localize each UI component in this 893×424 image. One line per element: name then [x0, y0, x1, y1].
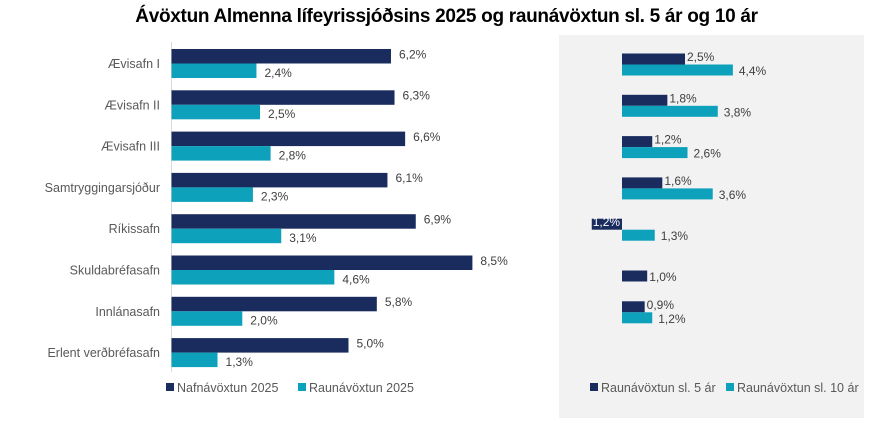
category-label-visafn-iii: Ævisafn III [101, 140, 160, 154]
bar-nafna-vo-xtun-2025-innla-nasafn [171, 296, 377, 312]
bar-rauna-vo-xtun-sl-5-a-r-innla-nasafn [622, 301, 645, 313]
legend-swatch-icon [166, 383, 174, 391]
data-label-nafna-vo-xtun-2025-visafn-ii: 6,3% [403, 89, 431, 103]
data-label-rauna-vo-xtun-2025-ri-kissafn: 3,1% [289, 231, 317, 245]
data-label-rauna-vo-xtun-2025-visafn-iii: 2,8% [279, 148, 307, 162]
right-bars: 2,5% 1,8% 1,2% 1,6% 1,2% 1,0% 0,9% 4,4% 3,8% 2,6%… [591, 50, 767, 326]
bar-nafna-vo-xtun-2025-ri-kissafn [171, 214, 416, 229]
data-label-rauna-vo-xtun-sl-10-a-r-innla-nasafn: 1,2% [658, 312, 686, 326]
data-label-rauna-vo-xtun-2025-visafn-i: 2,4% [264, 66, 292, 80]
data-label-rauna-vo-xtun-sl-5-a-r-skuldabre-fasafn: 1,0% [649, 270, 677, 284]
bar-rauna-vo-xtun-2025-visafn-iii [171, 146, 271, 161]
legends: Nafnávöxtun 2025 Raunávöxtun 2025 Raunávöx… [166, 381, 859, 395]
legend-item-rauna-vo-xtun-2025: Raunávöxtun 2025 [298, 381, 414, 395]
chart-title: Ávöxtun Almenna lífeyrissjóðsins 2025 og… [135, 6, 758, 27]
bar-rauna-vo-xtun-2025-erlent-ver-bre-fasafn [171, 352, 218, 368]
data-label-nafna-vo-xtun-2025-samtryggingarsjo-ur: 6,1% [395, 171, 423, 185]
bar-rauna-vo-xtun-2025-visafn-i [171, 63, 257, 78]
category-label-visafn-ii: Ævisafn II [104, 98, 160, 112]
category-label-innla-nasafn: Innlánasafn [95, 305, 160, 319]
category-label-ri-kissafn: Ríkissafn [109, 222, 160, 236]
data-label-rauna-vo-xtun-sl-5-a-r-samtryggingarsjo-ur: 1,6% [664, 174, 692, 188]
bar-rauna-vo-xtun-sl-10-a-r-innla-nasafn [622, 312, 653, 324]
data-label-rauna-vo-xtun-sl-10-a-r-visafn-ii: 3,8% [724, 105, 752, 119]
bar-rauna-vo-xtun-sl-5-a-r-skuldabre-fasafn [622, 270, 648, 282]
bar-rauna-vo-xtun-2025-innla-nasafn [171, 311, 243, 326]
data-label-nafna-vo-xtun-2025-skuldabre-fasafn: 8,5% [480, 254, 508, 268]
data-label-rauna-vo-xtun-sl-10-a-r-ri-kissafn: 1,3% [661, 229, 689, 243]
category-label-skuldabre-fasafn: Skuldabréfasafn [70, 264, 160, 278]
data-label-rauna-vo-xtun-sl-10-a-r-visafn-i: 4,4% [739, 64, 767, 78]
bar-rauna-vo-xtun-sl-10-a-r-visafn-iii [622, 147, 688, 159]
legend-label: Nafnávöxtun 2025 [177, 381, 279, 395]
legend-label: Raunávöxtun sl. 10 ár [737, 381, 859, 395]
category-label-erlent-ver-bre-fasafn: Erlent verðbréfasafn [47, 346, 160, 360]
data-label-rauna-vo-xtun-sl-5-a-r-innla-nasafn: 0,9% [647, 298, 675, 312]
bar-rauna-vo-xtun-sl-5-a-r-visafn-i [622, 53, 685, 65]
bar-rauna-vo-xtun-sl-5-a-r-samtryggingarsjo-ur [622, 177, 663, 189]
category-label-samtryggingarsjo-ur: Samtryggingarsjóður [45, 181, 160, 195]
data-label-nafna-vo-xtun-2025-visafn-iii: 6,6% [413, 130, 441, 144]
data-label-rauna-vo-xtun-sl-10-a-r-visafn-iii: 2,6% [694, 147, 722, 161]
bar-rauna-vo-xtun-sl-10-a-r-visafn-i [622, 64, 733, 76]
data-label-rauna-vo-xtun-sl-5-a-r-visafn-iii: 1,2% [654, 133, 682, 147]
legend-item-rauna-vo-xtun-sl-5-a-r: Raunávöxtun sl. 5 ár [590, 381, 716, 395]
bar-rauna-vo-xtun-sl-10-a-r-samtryggingarsjo-ur [622, 188, 713, 200]
bar-rauna-vo-xtun-sl-10-a-r-visafn-ii [622, 105, 718, 117]
legend-swatch-icon [590, 383, 598, 391]
bar-nafna-vo-xtun-2025-visafn-ii [171, 90, 395, 105]
left-bars: 6,2% 6,3% 6,6% 6,1% 6,9% 8,5% 5,8% 5,0% 2,4% 2,5%… [171, 47, 508, 369]
bar-rauna-vo-xtun-sl-5-a-r-ri-kissafn [591, 218, 622, 230]
data-label-rauna-vo-xtun-2025-innla-nasafn: 2,0% [250, 314, 278, 328]
data-label-nafna-vo-xtun-2025-innla-nasafn: 5,8% [385, 295, 413, 309]
legend-label: Raunávöxtun sl. 5 ár [601, 381, 716, 395]
data-label-rauna-vo-xtun-2025-erlent-ver-bre-fasafn: 1,3% [226, 355, 254, 369]
data-label-rauna-vo-xtun-2025-visafn-ii: 2,5% [268, 107, 296, 121]
data-label-nafna-vo-xtun-2025-erlent-ver-bre-fasafn: 5,0% [357, 336, 385, 350]
data-label-rauna-vo-xtun-2025-samtryggingarsjo-ur: 2,3% [261, 190, 289, 204]
bar-rauna-vo-xtun-2025-visafn-ii [171, 104, 260, 120]
bar-nafna-vo-xtun-2025-erlent-ver-bre-fasafn [171, 338, 349, 353]
data-label-rauna-vo-xtun-sl-5-a-r-visafn-i: 2,5% [687, 50, 715, 64]
legend-item-nafna-vo-xtun-2025: Nafnávöxtun 2025 [166, 381, 279, 395]
bar-rauna-vo-xtun-2025-samtryggingarsjo-ur [171, 187, 253, 202]
legend-label: Raunávöxtun 2025 [309, 381, 414, 395]
data-label-rauna-vo-xtun-2025-skuldabre-fasafn: 4,6% [342, 272, 370, 286]
bar-rauna-vo-xtun-sl-5-a-r-visafn-iii [622, 136, 653, 148]
left-category-labels: Ævisafn I Ævisafn II Ævisafn III Samtryggin… [45, 57, 160, 360]
data-label-nafna-vo-xtun-2025-visafn-i: 6,2% [399, 47, 427, 61]
bar-nafna-vo-xtun-2025-visafn-iii [171, 131, 406, 147]
bar-rauna-vo-xtun-2025-ri-kissafn [171, 228, 282, 244]
bar-rauna-vo-xtun-sl-5-a-r-visafn-ii [622, 94, 668, 106]
data-label-nafna-vo-xtun-2025-ri-kissafn: 6,9% [424, 212, 452, 226]
bar-nafna-vo-xtun-2025-samtryggingarsjo-ur [171, 172, 388, 188]
bar-rauna-vo-xtun-sl-10-a-r-ri-kissafn [622, 229, 655, 241]
legend-item-rauna-vo-xtun-sl-10-a-r: Raunávöxtun sl. 10 ár [726, 381, 859, 395]
data-label-rauna-vo-xtun-sl-10-a-r-samtryggingarsjo-ur: 3,6% [719, 188, 747, 202]
legend-swatch-icon [298, 383, 306, 391]
data-label-rauna-vo-xtun-sl-5-a-r-visafn-ii: 1,8% [669, 91, 697, 105]
data-label-rauna-vo-xtun-sl-5-a-r-ri-kissafn: 1,2% [593, 215, 621, 229]
legend-swatch-icon [726, 383, 734, 391]
category-label-visafn-i: Ævisafn I [108, 57, 160, 71]
bar-rauna-vo-xtun-2025-skuldabre-fasafn [171, 270, 335, 285]
bar-nafna-vo-xtun-2025-visafn-i [171, 49, 391, 64]
bar-nafna-vo-xtun-2025-skuldabre-fasafn [171, 255, 473, 270]
